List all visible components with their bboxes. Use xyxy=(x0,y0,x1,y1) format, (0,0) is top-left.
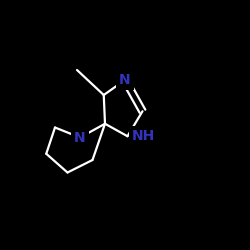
Text: N: N xyxy=(119,73,131,87)
Text: N: N xyxy=(74,130,86,144)
Text: NH: NH xyxy=(132,129,155,143)
